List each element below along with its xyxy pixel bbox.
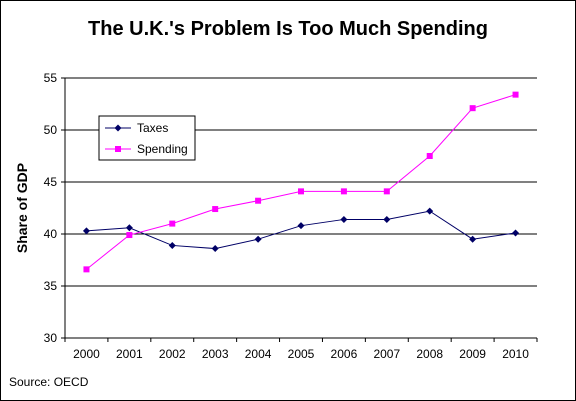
spending-point: [340, 188, 347, 195]
legend-spending-marker: [115, 146, 121, 152]
taxes-point: [211, 245, 219, 253]
taxes-point: [383, 215, 391, 223]
taxes-point: [297, 222, 305, 230]
taxes-point: [125, 224, 133, 232]
legend-taxes-marker: [114, 124, 122, 132]
taxes-line: [86, 210, 516, 250]
spending-point: [126, 232, 133, 239]
y-axis-label: Share of GDP: [14, 163, 30, 253]
spending-point: [298, 188, 304, 195]
spending-point: [469, 105, 476, 112]
legend: [98, 115, 196, 161]
x-tick-label: 2004: [245, 347, 272, 361]
y-tick-label: 35: [44, 279, 58, 293]
y-tick-label: 40: [44, 227, 58, 241]
x-tick-label: 2000: [73, 347, 100, 361]
taxes-point: [168, 241, 176, 249]
x-tick-label: 2001: [116, 347, 143, 361]
taxes-point: [469, 235, 477, 243]
x-tick-label: 2008: [416, 347, 443, 361]
x-tick-label: 2007: [373, 347, 400, 361]
spending-point: [426, 153, 433, 159]
taxes-point: [82, 227, 90, 235]
x-tick-label: 2010: [502, 347, 529, 361]
x-tick-label: 2002: [159, 347, 186, 361]
spending-point: [169, 220, 176, 227]
spending-point: [383, 188, 390, 195]
legend-taxes-label: Taxes: [137, 121, 168, 135]
legend-spending-label: Spending: [137, 142, 188, 156]
taxes-point: [426, 207, 434, 215]
x-tick-label: 2009: [459, 347, 486, 361]
x-tick-label: 2003: [202, 347, 229, 361]
taxes-point: [254, 235, 262, 243]
y-tick-label: 30: [44, 331, 58, 345]
spending-point: [255, 197, 262, 204]
y-tick-label: 50: [44, 123, 58, 137]
chart-title: The U.K.'s Problem Is Too Much Spending: [88, 18, 488, 40]
spending-point: [212, 206, 219, 213]
spending-point: [83, 266, 90, 273]
taxes-point: [340, 215, 348, 223]
y-tick-label: 45: [44, 175, 58, 189]
source-note: Source: OECD: [9, 375, 89, 389]
x-tick-label: 2006: [331, 347, 358, 361]
taxes-point: [512, 229, 520, 237]
x-tick-label: 2005: [288, 347, 315, 361]
y-tick-label: 55: [44, 71, 58, 85]
spending-point: [512, 91, 519, 98]
